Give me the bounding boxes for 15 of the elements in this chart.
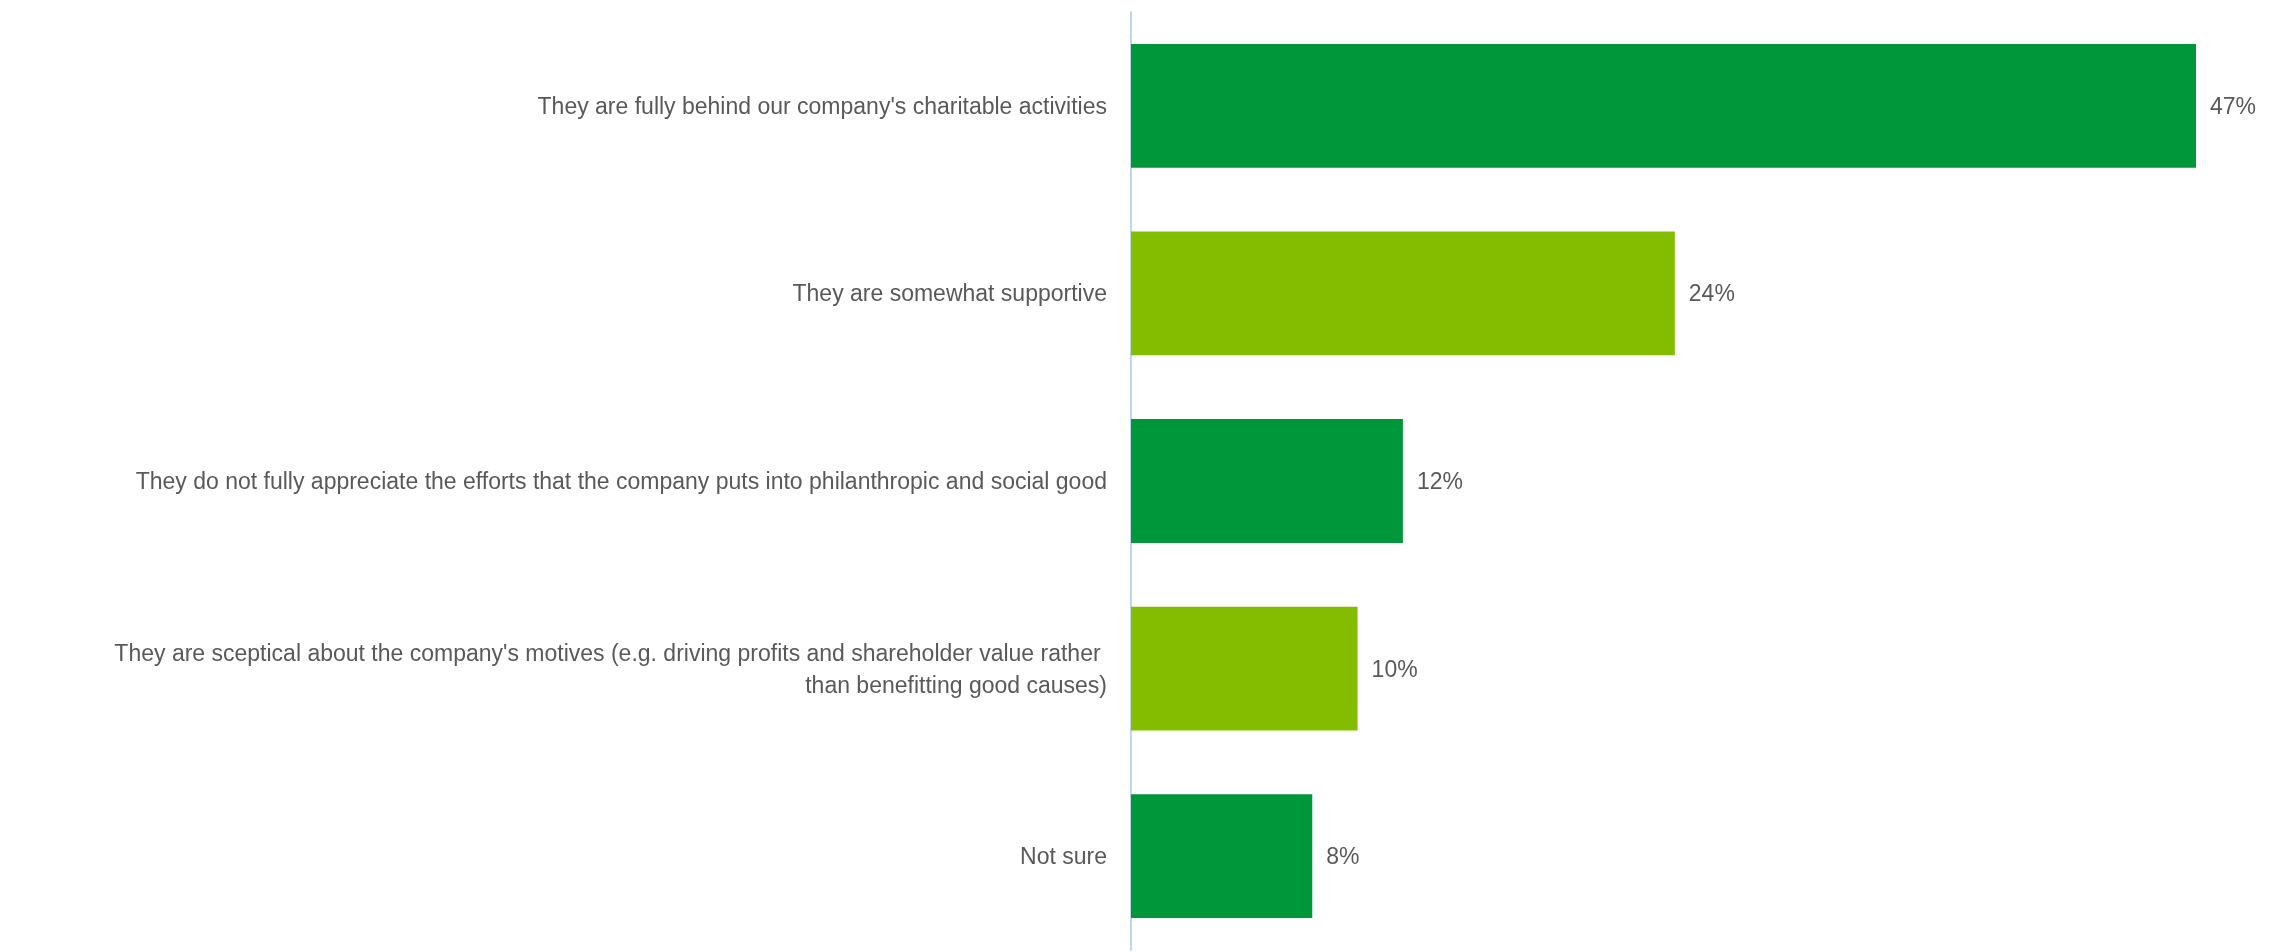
bar <box>1131 794 1313 919</box>
data-label: 10% <box>1371 655 1418 682</box>
data-label: 47% <box>2210 92 2257 119</box>
bar <box>1131 419 1403 543</box>
y-tick-label: They are somewhat supportive <box>792 280 1107 307</box>
y-tick-label: They are fully behind our company's charitable activities <box>537 92 1107 119</box>
data-label: 8% <box>1326 843 1360 870</box>
y-tick-label: They are sceptical about the company's motives (e.g. driving profits and shareholder value rather than benefitting good causes) <box>114 639 1107 698</box>
y-tick-label: They do not fully appreciate the efforts that the company puts into philanthropic and social good <box>135 468 1107 494</box>
data-label: 12% <box>1416 468 1463 494</box>
bar <box>1131 606 1358 731</box>
y-tick-label: Not sure <box>1020 843 1107 870</box>
bar <box>1131 43 2196 168</box>
bar <box>1131 231 1675 356</box>
data-label: 24% <box>1688 280 1735 307</box>
